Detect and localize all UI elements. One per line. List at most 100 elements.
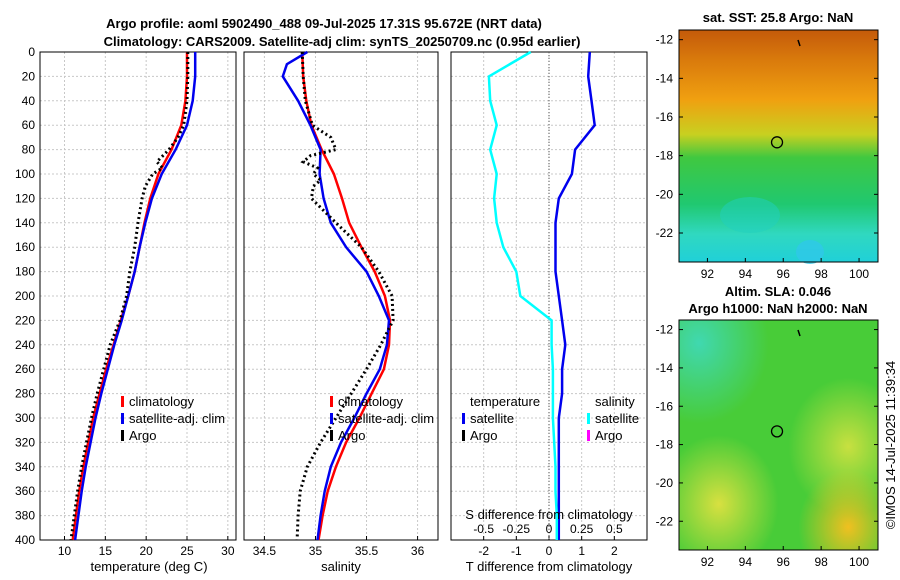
map-x-tick-label: 96 <box>777 267 791 281</box>
x-tick-label: 20 <box>139 544 153 558</box>
title-line1: Argo profile: aoml 5902490_488 09-Jul-20… <box>106 16 542 31</box>
x-tick-label: 34.5 <box>253 544 277 558</box>
series-satellite-adj-clim <box>281 50 391 541</box>
sla-map-frame <box>678 319 879 551</box>
legend-mark-climatology <box>121 396 124 407</box>
legend-mark-s-satellite <box>587 413 590 424</box>
legend-label-argo: Argo <box>129 428 156 443</box>
argo-position-marker <box>770 136 784 149</box>
sla-map-axes: -12 -14 -16 -18 -20 -22 92 94 96 98 100 <box>656 323 878 569</box>
map-x-tick-label: 98 <box>814 555 828 569</box>
x-tick-label: 2 <box>611 544 618 558</box>
map-y-tick-label: -14 <box>656 71 674 85</box>
legend-mark-t-argo <box>462 430 465 441</box>
temperature-xlabel: temperature (deg C) <box>90 559 207 574</box>
legend-label-argo: Argo <box>338 428 365 443</box>
y-tick-label: 40 <box>22 94 36 108</box>
island-mark <box>797 39 801 47</box>
y-tick-label: 0 <box>28 45 35 59</box>
sla-map-title: Altim. SLA: 0.046 <box>725 284 831 299</box>
map-y-tick-label: -12 <box>656 323 674 337</box>
argo-position-marker <box>770 425 784 438</box>
difference-legend: temperature satellite Argo salinity sate… <box>462 394 639 443</box>
x-tick-label: 10 <box>58 544 72 558</box>
difference-xlabel: T difference from climatology <box>466 559 633 574</box>
map-x-tick-label: 92 <box>701 555 715 569</box>
y-tick-label: 140 <box>15 216 35 230</box>
sst-map <box>678 29 879 264</box>
y-tick-label: 160 <box>15 240 35 254</box>
s-tick-label: -0.25 <box>503 522 531 536</box>
legend-mark-satellite <box>330 413 333 424</box>
title-line2: Climatology: CARS2009. Satellite-adj cli… <box>104 34 581 49</box>
map-y-tick-label: -12 <box>656 33 674 47</box>
map-x-tick-label: 100 <box>849 555 869 569</box>
x-tick-label: 15 <box>99 544 113 558</box>
y-tick-label: 360 <box>15 484 35 498</box>
s-difference-label: S difference from climatology <box>465 507 633 522</box>
map-y-tick-label: -20 <box>656 476 674 490</box>
map-y-tick-label: -16 <box>656 110 674 124</box>
map-x-tick-label: 92 <box>701 267 715 281</box>
x-tick-label: 35 <box>309 544 323 558</box>
y-tick-label: 180 <box>15 265 35 279</box>
series-satellite-adj-clim <box>73 52 197 541</box>
legend-mark-s-argo <box>587 430 590 441</box>
y-tick-label: 240 <box>15 338 35 352</box>
y-tick-label: 120 <box>15 191 35 205</box>
legend-mark-t-satellite <box>462 413 465 424</box>
legend-mark-argo <box>121 430 124 441</box>
x-tick-label: 25 <box>180 544 194 558</box>
legend-label-s-satellite: satellite <box>595 411 639 426</box>
x-tick-label: -1 <box>511 544 522 558</box>
map-x-tick-label: 94 <box>739 267 753 281</box>
y-tick-label: 200 <box>15 289 35 303</box>
legend-label-t-argo: Argo <box>470 428 497 443</box>
difference-panel: -2 -1 0 1 2 -0.5 -0.25 0 0.25 0.5 <box>450 50 648 558</box>
y-tick-label: 300 <box>15 411 35 425</box>
x-tick-label: -2 <box>478 544 489 558</box>
y-tick-label: 100 <box>15 167 35 181</box>
salinity-xlabel: salinity <box>321 559 361 574</box>
s-tick-label: 0.25 <box>570 522 594 536</box>
y-tick-label: 60 <box>22 118 36 132</box>
y-tick-label: 220 <box>15 313 35 327</box>
sst-field <box>679 30 878 262</box>
y-tick-label: 380 <box>15 509 35 523</box>
legend-title-temperature: temperature <box>470 394 540 409</box>
temperature-legend: climatology satellite-adj. clim Argo <box>121 394 225 443</box>
salinity-panel: 34.5 35 35.5 36 <box>243 50 439 558</box>
series-satellite-salinity <box>487 50 559 540</box>
legend-mark-argo <box>330 430 333 441</box>
legend-mark-satellite <box>121 413 124 424</box>
series-argo <box>295 51 395 541</box>
temperature-panel: 0 20 40 60 80 100 120 140 160 180 200 220 240 260 280 3… <box>15 45 237 558</box>
legend-title-salinity: salinity <box>595 394 635 409</box>
legend-mark-climatology <box>330 396 333 407</box>
y-tick-label: 20 <box>22 69 36 83</box>
map-y-tick-label: -22 <box>656 514 674 528</box>
map-y-tick-label: -20 <box>656 187 674 201</box>
sst-map-axes: -12 -14 -16 -18 -20 -22 92 94 96 98 100 <box>656 33 878 281</box>
x-tick-label: 30 <box>221 544 235 558</box>
island-mark <box>797 329 801 337</box>
sst-map-title: sat. SST: 25.8 Argo: NaN <box>703 10 854 25</box>
sla-map <box>678 319 879 551</box>
axes-frame <box>243 51 439 541</box>
legend-label-s-argo: Argo <box>595 428 622 443</box>
series-argo <box>69 52 190 541</box>
sst-cool-patch <box>796 240 824 264</box>
map-y-tick-label: -14 <box>656 361 674 375</box>
map-x-tick-label: 96 <box>777 555 791 569</box>
y-tick-label: 280 <box>15 387 35 401</box>
imos-watermark: ©IMOS 14-Jul-2025 11:39:34 <box>883 361 898 529</box>
y-tick-label: 260 <box>15 362 35 376</box>
map-y-tick-label: -22 <box>656 226 674 240</box>
x-tick-label: 1 <box>578 544 585 558</box>
x-tick-label: 0 <box>546 544 553 558</box>
y-tick-label: 340 <box>15 460 35 474</box>
y-tick-label: 80 <box>22 143 36 157</box>
series-satellite-temperature <box>554 51 597 540</box>
map-x-tick-label: 98 <box>814 267 828 281</box>
s-tick-label: 0.5 <box>606 522 623 536</box>
